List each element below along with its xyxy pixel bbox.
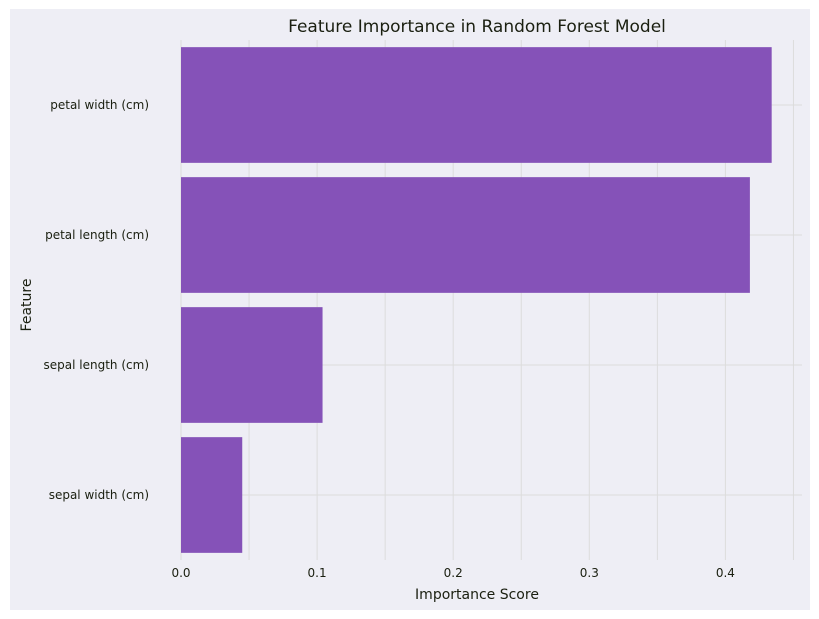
- x-tick-label: 0.2: [444, 566, 463, 580]
- x-tick-label: 0.0: [171, 566, 190, 580]
- x-tick-label: 0.3: [580, 566, 599, 580]
- y-tick-label: sepal width (cm): [49, 488, 149, 502]
- bar: [181, 177, 750, 293]
- x-tick-label: 0.1: [308, 566, 327, 580]
- bar: [181, 437, 243, 553]
- y-tick-label: petal length (cm): [45, 228, 149, 242]
- tick-labels: petal width (cm) petal length (cm) sepal l…: [44, 98, 735, 580]
- x-axis-label: Importance Score: [415, 587, 539, 603]
- bar: [181, 47, 772, 163]
- y-axis-label: Feature: [19, 279, 35, 332]
- y-tick-label: sepal length (cm): [44, 358, 149, 372]
- bars: [181, 47, 772, 553]
- bar: [181, 307, 323, 423]
- x-tick-label: 0.4: [716, 566, 735, 580]
- chart-title: Feature Importance in Random Forest Mode…: [288, 17, 666, 37]
- y-tick-label: petal width (cm): [50, 98, 149, 112]
